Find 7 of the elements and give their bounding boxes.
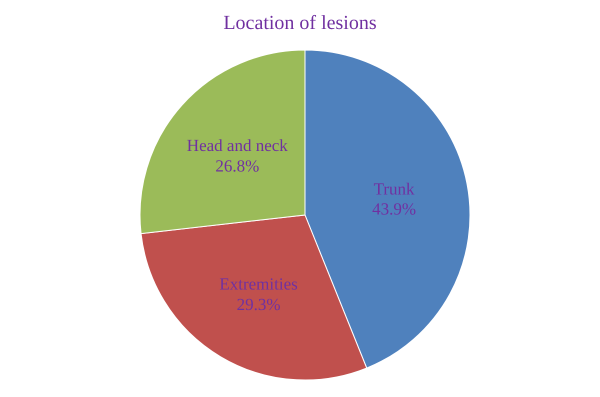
- slice-label: Extremities: [219, 274, 298, 294]
- data-label: 43.9%: [372, 200, 416, 219]
- data-label: 29.3%: [236, 294, 281, 314]
- data-label: 26.8%: [215, 156, 260, 176]
- slice-label: Head and neck: [186, 136, 288, 156]
- slice-label: Trunk: [374, 179, 416, 198]
- chart-title: Location of lesions: [222, 11, 378, 36]
